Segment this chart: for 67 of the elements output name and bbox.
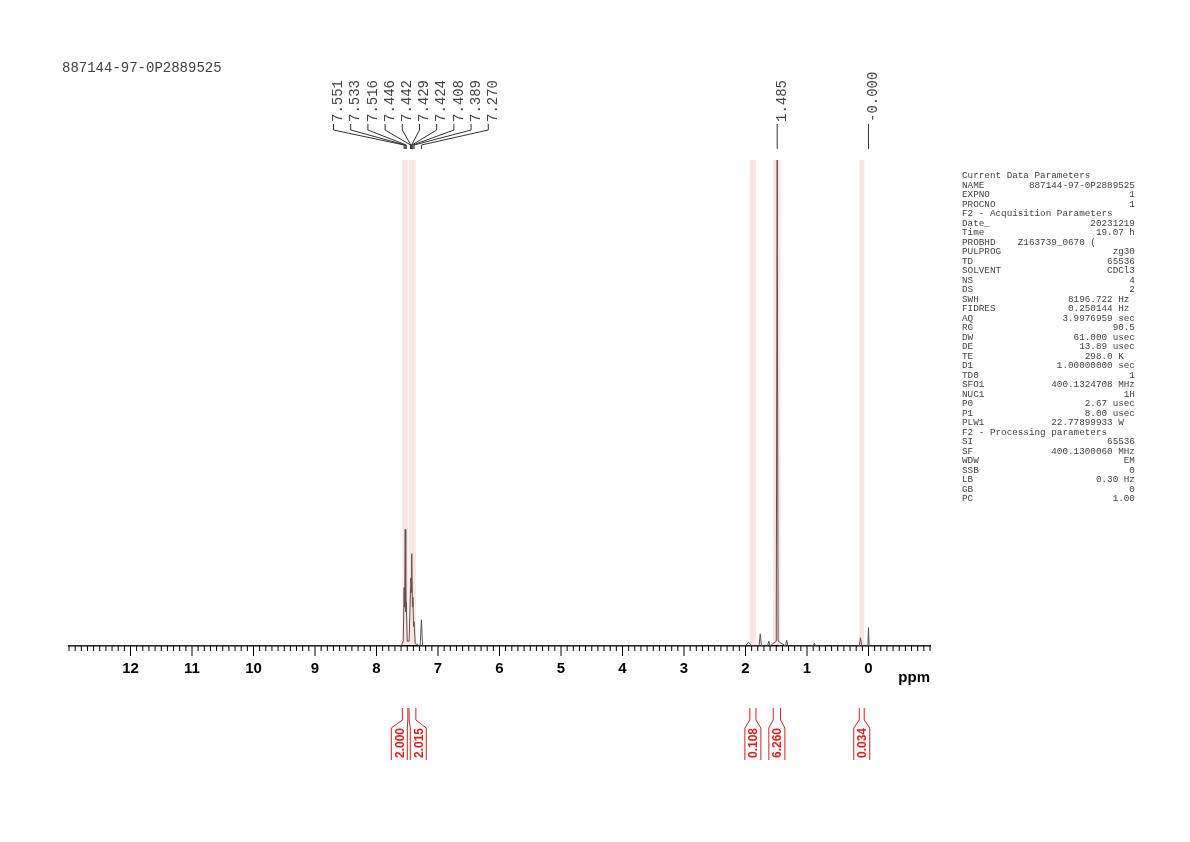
- text: Current Data Parameters: [962, 170, 1091, 181]
- x-tick-label: 9: [310, 659, 320, 677]
- annotation: 7.429: [416, 79, 433, 122]
- text: LB 0.30 Hz: [962, 474, 1135, 485]
- text: FIDRES 0.250144 Hz: [962, 303, 1130, 314]
- text: WDW EM: [962, 455, 1135, 466]
- band-label: 0.108: [746, 727, 761, 758]
- band-label: 2.000: [392, 727, 407, 758]
- text: SWH 8196.722 Hz: [962, 293, 1130, 305]
- x-tick-label: 12: [122, 659, 139, 677]
- text: F2 - Processing parameters: [962, 426, 1108, 438]
- text: PULPROG zg30: [962, 246, 1135, 257]
- x-tick-label: 3: [679, 659, 689, 677]
- text: SFO1 400.1324708 MHz: [962, 379, 1135, 390]
- x-tick-label: 4: [618, 659, 628, 677]
- annotation: 7.389: [467, 79, 484, 122]
- x-tick-label: 8: [372, 659, 381, 677]
- band-label: 0.034: [855, 727, 870, 758]
- x-axis-title: ppm: [898, 667, 930, 685]
- x-tick-label: 10: [245, 659, 262, 677]
- annotation: 7.270: [484, 79, 501, 122]
- chart-title: 887144-97-0P2889525: [62, 60, 222, 76]
- text: SF 400.1300060 MHz: [962, 445, 1135, 457]
- text: SSB 0: [962, 464, 1135, 476]
- x-tick-label: 11: [184, 659, 200, 677]
- text: DE 13.89 usec: [962, 341, 1135, 352]
- band-label: 6.260: [770, 727, 785, 758]
- text: TD0 1: [962, 369, 1135, 381]
- annotation: 7.446: [381, 79, 398, 122]
- text: Time 19.07 h: [962, 227, 1135, 238]
- annotation: -0.000: [865, 71, 882, 122]
- text: PROBHD Z163739_0670 (: [962, 236, 1096, 248]
- text: GB 0: [962, 483, 1135, 495]
- annotation: 7.516: [364, 79, 381, 122]
- text: SOLVENT CDCl3: [962, 265, 1135, 276]
- annotation: 7.424: [433, 79, 450, 122]
- text: NAME 887144-97-0P2889525: [962, 179, 1135, 191]
- text: DW 61.000 usec: [962, 331, 1135, 343]
- annotation: 7.551: [330, 79, 347, 122]
- text: TE 298.0 K: [962, 350, 1124, 362]
- text: D1 1.00000000 sec: [962, 360, 1135, 371]
- annotation: 1.485: [773, 79, 790, 122]
- text: PROCNO 1: [962, 198, 1135, 210]
- text: SI 65536: [962, 436, 1135, 447]
- text: NS 4: [962, 274, 1135, 286]
- annotation: 7.533: [347, 79, 364, 122]
- text: P0 2.67 usec: [962, 398, 1135, 409]
- text: DS 2: [962, 284, 1135, 295]
- text: PC 1.00: [962, 493, 1135, 504]
- text: TD 65536: [962, 255, 1135, 267]
- text: PLW1 22.77899933 W: [962, 417, 1124, 428]
- annotation: 7.408: [450, 79, 467, 122]
- text: Date_ 20231219: [962, 217, 1135, 229]
- band-label: 2.015: [411, 727, 426, 758]
- x-tick-label: 2: [741, 659, 750, 677]
- annotation: 7.442: [398, 79, 415, 122]
- x-tick-label: 6: [495, 659, 504, 677]
- text: RG 90.5: [962, 322, 1135, 333]
- text: AQ 3.9976959 sec: [962, 312, 1135, 324]
- text: EXPNO 1: [962, 189, 1135, 200]
- text: NUC1 1H: [962, 388, 1135, 400]
- x-tick-label: 7: [433, 659, 443, 677]
- x-tick-label: 5: [556, 659, 566, 677]
- x-tick-label: 1: [802, 659, 812, 677]
- text: P1 8.00 usec: [962, 407, 1135, 419]
- x-tick-label: 0: [864, 659, 873, 677]
- text: F2 - Acquisition Parameters: [962, 208, 1113, 219]
